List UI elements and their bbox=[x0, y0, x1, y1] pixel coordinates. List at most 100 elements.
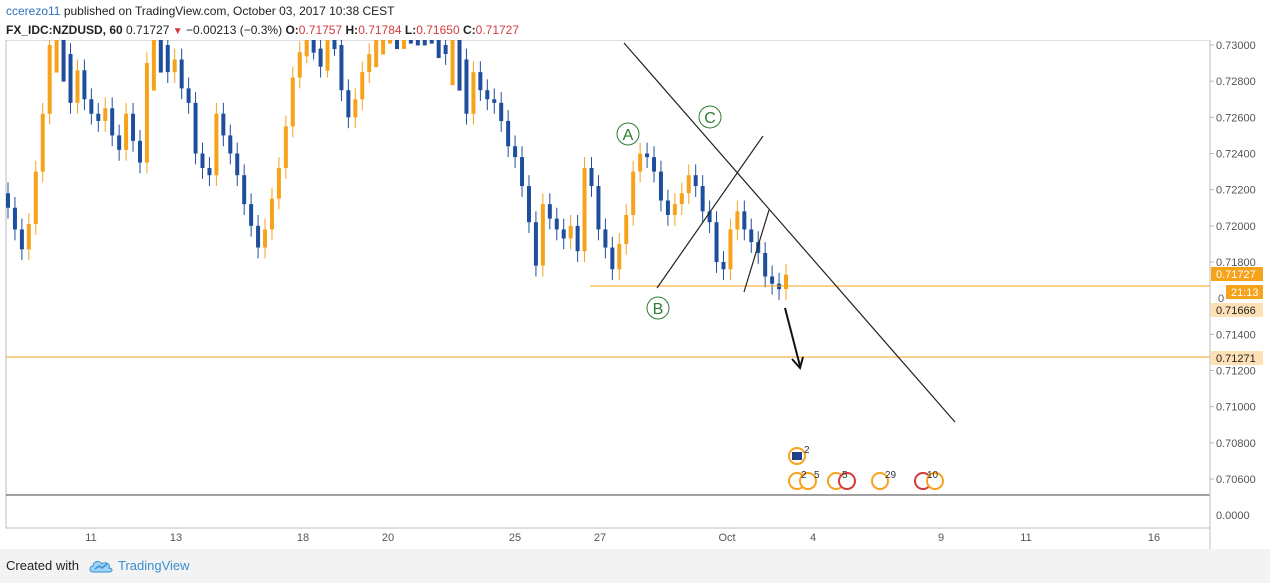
event-us-4[interactable]: 10 bbox=[914, 470, 944, 490]
candle-body[interactable] bbox=[374, 40, 379, 68]
candle-body[interactable] bbox=[575, 225, 580, 252]
candle-body[interactable] bbox=[735, 211, 740, 230]
candle-body[interactable] bbox=[540, 204, 545, 266]
candle-body[interactable] bbox=[221, 113, 226, 136]
candle-body[interactable] bbox=[47, 45, 52, 114]
candle-body[interactable] bbox=[40, 113, 45, 172]
candle-body[interactable] bbox=[360, 72, 365, 100]
candle-body[interactable] bbox=[158, 40, 163, 73]
candle-body[interactable] bbox=[235, 153, 240, 176]
wave-b-circle[interactable] bbox=[646, 296, 670, 320]
candle-body[interactable] bbox=[499, 102, 504, 121]
candle-body[interactable] bbox=[256, 225, 261, 248]
candle-body[interactable] bbox=[686, 175, 691, 194]
candle-body[interactable] bbox=[672, 204, 677, 215]
candle-body[interactable] bbox=[624, 214, 629, 244]
candle-body[interactable] bbox=[165, 45, 170, 73]
candle-body[interactable] bbox=[756, 242, 761, 253]
candle-body[interactable] bbox=[638, 153, 643, 172]
wave-c-circle[interactable] bbox=[698, 105, 722, 129]
candle-body[interactable] bbox=[707, 211, 712, 223]
candle-body[interactable] bbox=[12, 207, 17, 230]
candle-body[interactable] bbox=[568, 225, 573, 239]
last-price-tag[interactable] bbox=[1211, 267, 1263, 281]
candle-body[interactable] bbox=[603, 229, 608, 248]
candle-body[interactable] bbox=[131, 113, 136, 141]
candle-body[interactable] bbox=[19, 229, 24, 250]
candle-body[interactable] bbox=[103, 108, 108, 121]
candle-body[interactable] bbox=[200, 153, 205, 168]
candle-body[interactable] bbox=[325, 40, 330, 71]
candle-body[interactable] bbox=[617, 243, 622, 270]
candle-body[interactable] bbox=[485, 90, 490, 100]
candle-body[interactable] bbox=[492, 99, 497, 103]
candle-body[interactable] bbox=[596, 186, 601, 230]
candle-body[interactable] bbox=[353, 99, 358, 118]
candle-body[interactable] bbox=[547, 204, 552, 219]
c-leg-line[interactable] bbox=[743, 209, 770, 293]
candle-body[interactable] bbox=[214, 113, 219, 176]
candle-body[interactable] bbox=[110, 108, 115, 136]
candle-body[interactable] bbox=[478, 72, 483, 91]
candle-body[interactable] bbox=[395, 40, 399, 50]
candle-body[interactable] bbox=[249, 204, 254, 226]
candle-body[interactable] bbox=[26, 224, 31, 250]
candle-body[interactable] bbox=[464, 59, 469, 114]
target-price-tag[interactable] bbox=[1211, 351, 1263, 365]
candle-body[interactable] bbox=[151, 40, 156, 91]
event-nz[interactable]: 2 bbox=[788, 445, 810, 465]
candle-body[interactable] bbox=[665, 200, 670, 215]
candle-body[interactable] bbox=[117, 135, 122, 150]
candle-body[interactable] bbox=[401, 40, 406, 50]
candle-body[interactable] bbox=[422, 40, 427, 46]
candle-body[interactable] bbox=[582, 167, 587, 252]
candle-body[interactable] bbox=[471, 72, 476, 114]
candle-body[interactable] bbox=[381, 40, 386, 55]
candle-body[interactable] bbox=[290, 77, 295, 127]
candle-body[interactable] bbox=[172, 59, 177, 73]
candle-body[interactable] bbox=[137, 140, 142, 163]
ab-channel-line[interactable] bbox=[656, 135, 764, 289]
candle-body[interactable] bbox=[332, 40, 337, 50]
candle-body[interactable] bbox=[388, 40, 393, 44]
candle-body[interactable] bbox=[652, 157, 657, 172]
candle-body[interactable] bbox=[304, 40, 309, 57]
descending-trendline[interactable] bbox=[623, 42, 956, 423]
candle-body[interactable] bbox=[506, 120, 511, 147]
candle-body[interactable] bbox=[276, 167, 281, 199]
price-axis[interactable]: 0.73000 0.72800 0.72600 0.72400 0.72200 0.720… bbox=[1210, 40, 1256, 486]
candle-body[interactable] bbox=[179, 59, 184, 89]
symbol-name[interactable]: FX_IDC:NZDUSD, 60 bbox=[6, 23, 123, 37]
event-us-2[interactable]: 5 bbox=[827, 470, 856, 490]
price-chart[interactable]: 0.73000 0.72800 0.72600 0.72400 0.72200 0.720… bbox=[0, 40, 1270, 549]
candle-body[interactable] bbox=[610, 247, 615, 270]
candle-body[interactable] bbox=[554, 218, 559, 230]
candle-body[interactable] bbox=[645, 153, 650, 158]
event-us-1[interactable]: 2 5 bbox=[788, 470, 820, 490]
candle-body[interactable] bbox=[367, 54, 372, 73]
candle-body[interactable] bbox=[346, 90, 351, 118]
candle-body[interactable] bbox=[700, 186, 705, 212]
candle-body[interactable] bbox=[193, 102, 198, 154]
candle-body[interactable] bbox=[763, 252, 768, 277]
candle-body[interactable] bbox=[75, 70, 80, 103]
candle-body[interactable] bbox=[144, 63, 149, 163]
tradingview-brand[interactable]: TradingView bbox=[88, 556, 190, 576]
projection-arrow-shaft[interactable] bbox=[784, 307, 801, 367]
candle-body[interactable] bbox=[589, 167, 594, 187]
candle-body[interactable] bbox=[631, 171, 636, 215]
candle-body[interactable] bbox=[186, 88, 191, 103]
event-us-3[interactable]: 29 bbox=[871, 470, 897, 490]
candle-body[interactable] bbox=[82, 70, 87, 100]
candle-body[interactable] bbox=[784, 274, 788, 290]
candle-body[interactable] bbox=[513, 146, 518, 158]
candle-body[interactable] bbox=[749, 229, 754, 243]
candle-body[interactable] bbox=[6, 193, 10, 208]
candle-body[interactable] bbox=[714, 222, 719, 262]
candle-body[interactable] bbox=[96, 113, 101, 121]
candle-body[interactable] bbox=[297, 52, 302, 78]
wave-a-circle[interactable] bbox=[616, 122, 640, 146]
candle-body[interactable] bbox=[207, 167, 212, 176]
candle-body[interactable] bbox=[436, 40, 441, 59]
candle-body[interactable] bbox=[658, 171, 663, 201]
